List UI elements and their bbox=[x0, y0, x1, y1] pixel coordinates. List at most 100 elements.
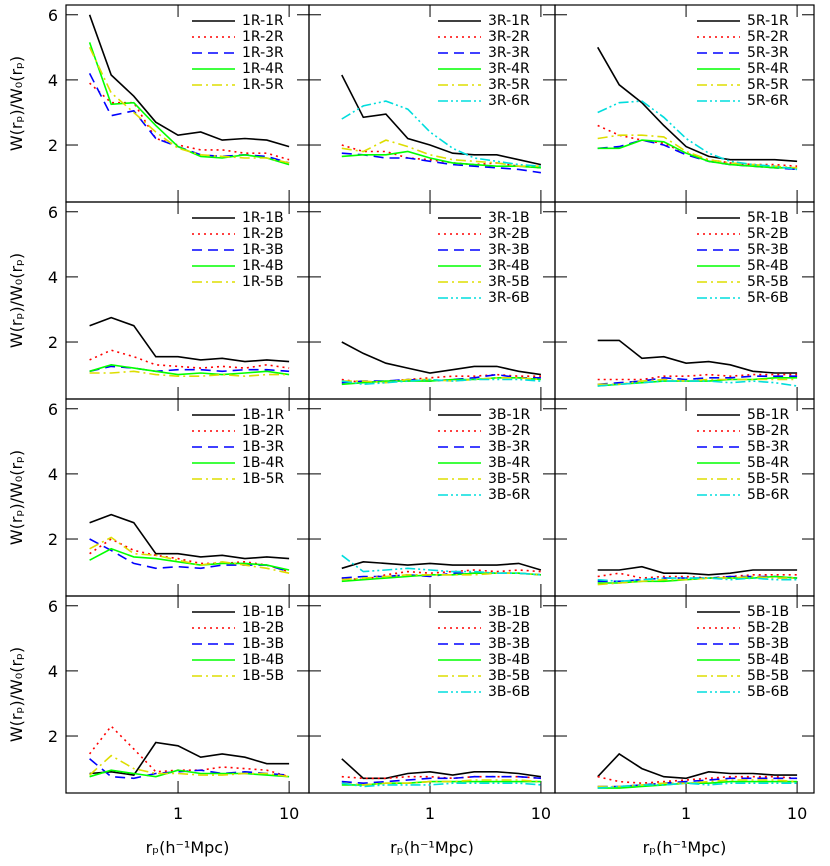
legend-label: 3B-4R bbox=[488, 455, 530, 471]
legend-label: 5R-2R bbox=[747, 29, 789, 45]
y-tick-label: 6 bbox=[48, 597, 58, 616]
series-line bbox=[597, 779, 798, 788]
series-line bbox=[89, 538, 290, 573]
legend-label: 3R-2B bbox=[488, 226, 530, 242]
lines bbox=[597, 46, 798, 171]
y-tick-label: 6 bbox=[48, 6, 58, 25]
y-tick-label: 2 bbox=[48, 136, 58, 155]
series-line bbox=[341, 775, 541, 785]
series-line bbox=[88, 46, 290, 164]
legend-label: 5R-3B bbox=[747, 242, 789, 258]
series-line bbox=[597, 46, 798, 163]
legend-label: 1R-5B bbox=[242, 274, 284, 290]
x-tick-label: 1 bbox=[173, 804, 183, 823]
series-line bbox=[341, 139, 541, 167]
legend-label: 3B-3R bbox=[488, 439, 530, 455]
legend-label: 1R-1R bbox=[242, 13, 284, 29]
legend-label: 5B-2R bbox=[747, 423, 789, 439]
lines bbox=[341, 74, 542, 174]
legend-label: 1B-4B bbox=[242, 652, 284, 668]
series-line bbox=[341, 144, 541, 169]
y-tick-label: 4 bbox=[48, 465, 58, 484]
x-tick-label: 10 bbox=[787, 804, 807, 823]
series-line bbox=[89, 513, 290, 560]
series-line bbox=[597, 339, 798, 374]
legend-label: 5B-5B bbox=[747, 668, 789, 684]
series-line bbox=[89, 547, 290, 571]
legend-label: 5R-5R bbox=[747, 77, 789, 93]
lines bbox=[89, 316, 290, 378]
legend-label: 5B-6B bbox=[747, 684, 789, 700]
legend-label: 1R-4R bbox=[242, 61, 284, 77]
x-axis-label: rₚ(h⁻¹Mpc) bbox=[390, 838, 474, 857]
series-line bbox=[597, 380, 798, 387]
y-axis-label: W(rₚ)/W₀(rₚ) bbox=[7, 253, 26, 348]
legend-label: 1R-2B bbox=[242, 226, 284, 242]
legend-label: 3R-6R bbox=[488, 93, 530, 109]
lines bbox=[341, 341, 542, 386]
legend-label: 5R-3R bbox=[747, 45, 789, 61]
legend-label: 5B-5R bbox=[747, 471, 789, 487]
legend-label: 5B-6R bbox=[747, 487, 789, 503]
x-tick-label: 10 bbox=[279, 804, 299, 823]
x-tick-label: 1 bbox=[681, 804, 691, 823]
legend-label: 3B-2B bbox=[488, 620, 530, 636]
legend-label: 3B-6R bbox=[488, 487, 530, 503]
series-line bbox=[341, 560, 542, 571]
legend-label: 1R-4B bbox=[242, 258, 284, 274]
x-tick-label: 1 bbox=[425, 804, 435, 823]
series-line bbox=[89, 769, 290, 778]
series-line bbox=[597, 577, 798, 583]
series-line bbox=[341, 554, 541, 576]
legend-label: 3B-1B bbox=[488, 604, 530, 620]
legend-label: 3R-2R bbox=[488, 29, 530, 45]
legend-label: 5B-1B bbox=[747, 604, 789, 620]
y-axis-label: W(rₚ)/W₀(rₚ) bbox=[7, 647, 26, 742]
series-line bbox=[341, 100, 541, 167]
legend-label: 1B-5B bbox=[242, 668, 284, 684]
series-line bbox=[597, 752, 798, 780]
series-line bbox=[341, 74, 542, 166]
lines bbox=[597, 752, 798, 789]
series-line bbox=[341, 779, 541, 786]
lines bbox=[341, 758, 542, 788]
legend-label: 3R-6B bbox=[488, 290, 530, 306]
legend-label: 3B-1R bbox=[488, 407, 530, 423]
series-line bbox=[89, 741, 290, 776]
legend-label: 3R-4B bbox=[488, 258, 530, 274]
legend-label: 5R-6R bbox=[747, 93, 789, 109]
series-line bbox=[89, 536, 290, 574]
series-line bbox=[88, 14, 290, 148]
y-tick-label: 6 bbox=[48, 203, 58, 222]
series-line bbox=[341, 377, 541, 384]
series-line bbox=[89, 82, 290, 161]
y-tick-label: 2 bbox=[48, 333, 58, 352]
legend-label: 3R-1R bbox=[488, 13, 530, 29]
series-line bbox=[341, 758, 542, 780]
series-line bbox=[597, 100, 798, 171]
x-axis-label: rₚ(h⁻¹Mpc) bbox=[146, 838, 230, 857]
legend-label: 5B-4B bbox=[747, 652, 789, 668]
legend-label: 1B-3B bbox=[242, 636, 284, 652]
legend-label: 5R-5B bbox=[747, 274, 789, 290]
series-line bbox=[341, 780, 541, 786]
legend-label: 3B-6B bbox=[488, 684, 530, 700]
legend-label: 5R-1B bbox=[747, 210, 789, 226]
legend-label: 3R-3R bbox=[488, 45, 530, 61]
series-line bbox=[89, 758, 290, 780]
legend-label: 3R-5R bbox=[488, 77, 530, 93]
series-line bbox=[597, 378, 798, 386]
series-line bbox=[88, 724, 290, 778]
legend-label: 1B-1R bbox=[242, 407, 284, 423]
legend-label: 1B-2R bbox=[242, 423, 284, 439]
